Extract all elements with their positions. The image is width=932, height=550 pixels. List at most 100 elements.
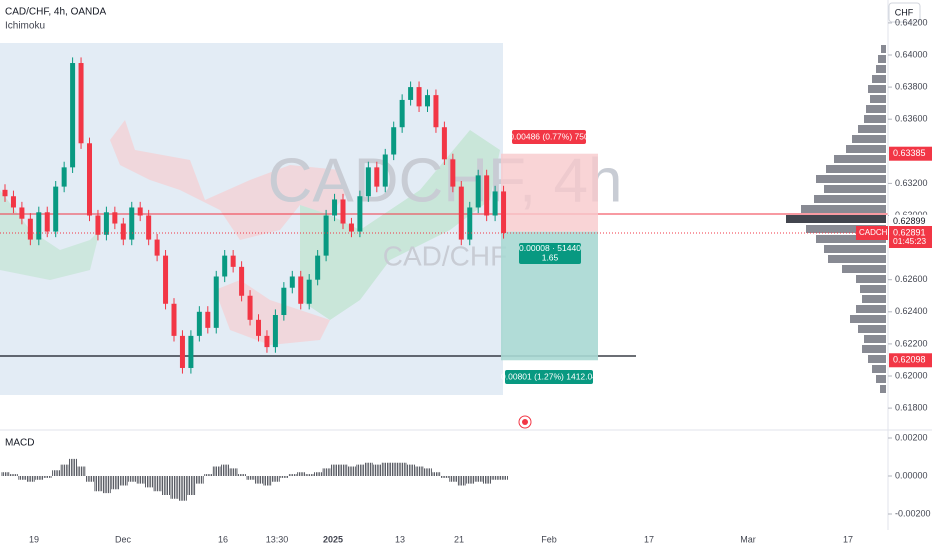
position-upper-label: 0.00486 (0.77%) 750 bbox=[509, 131, 589, 141]
ichimoku-cloud-red bbox=[215, 280, 330, 345]
time-label: 13:30 bbox=[266, 534, 289, 544]
candle-body bbox=[171, 303, 177, 336]
volume-profile-bar bbox=[852, 135, 886, 143]
candle-body bbox=[365, 167, 371, 197]
macd-tick-label: 0.00000 bbox=[895, 470, 928, 480]
time-label: 16 bbox=[218, 534, 228, 544]
candle-body bbox=[501, 191, 507, 233]
volume-profile-bar bbox=[880, 385, 886, 393]
ichimoku-cloud-green bbox=[300, 130, 500, 320]
candle-body bbox=[196, 311, 202, 336]
currency-button-label[interactable]: CHF bbox=[895, 7, 914, 17]
time-label: 17 bbox=[644, 534, 654, 544]
time-label: 2025 bbox=[323, 534, 343, 544]
volume-profile-bar bbox=[842, 265, 886, 273]
candle-body bbox=[340, 199, 346, 224]
risk-zone bbox=[501, 153, 598, 232]
candle-body bbox=[289, 276, 295, 288]
price-tick-label: 0.62200 bbox=[895, 338, 928, 348]
volume-profile-bar bbox=[786, 215, 886, 223]
candle-body bbox=[298, 276, 304, 304]
candle-body bbox=[374, 167, 380, 187]
volume-profile-bar bbox=[872, 365, 886, 373]
candle-body bbox=[213, 276, 219, 328]
time-label: Feb bbox=[541, 534, 557, 544]
macd-tick-label: 0.00200 bbox=[895, 432, 928, 442]
candle-body bbox=[441, 127, 447, 160]
volume-profile-bar bbox=[864, 335, 886, 343]
candle-body bbox=[19, 207, 25, 219]
stop-price-tag-box bbox=[889, 353, 932, 368]
candle-body bbox=[264, 335, 270, 348]
candle-body bbox=[315, 255, 321, 280]
event-flag[interactable] bbox=[518, 415, 532, 429]
volume-profile-bar bbox=[864, 115, 886, 123]
macd-title: MACD bbox=[5, 438, 34, 449]
candle-body bbox=[137, 207, 143, 216]
candle-body bbox=[323, 215, 329, 256]
volume-profile-bar bbox=[801, 205, 886, 213]
volume-profile-bar bbox=[846, 145, 886, 153]
candle-body bbox=[348, 223, 354, 232]
candle-body bbox=[222, 255, 228, 277]
candle-body bbox=[27, 218, 33, 240]
position-stats-box bbox=[519, 243, 581, 264]
position-stats: 1.65 bbox=[542, 252, 559, 262]
candle-body bbox=[87, 143, 92, 216]
price-tick-label: 0.62600 bbox=[895, 274, 928, 284]
time-label: 21 bbox=[454, 534, 464, 544]
candle-body bbox=[129, 207, 135, 240]
time-label: 19 bbox=[29, 534, 39, 544]
candle-body bbox=[475, 175, 481, 208]
target-price-tag-box bbox=[889, 146, 932, 161]
position-lower-label-box bbox=[505, 370, 593, 384]
volume-profile-bar bbox=[860, 285, 886, 293]
volume-profile-bar bbox=[870, 95, 886, 103]
volume-profile-bar bbox=[828, 255, 886, 263]
candle-body bbox=[230, 255, 236, 267]
candle-body bbox=[61, 167, 67, 187]
candle-body bbox=[44, 212, 50, 232]
candle-body bbox=[247, 295, 253, 320]
volume-profile-bar bbox=[858, 325, 886, 333]
volume-profile-bar bbox=[850, 315, 886, 323]
volume-profile-bar bbox=[868, 85, 886, 93]
candle-body bbox=[70, 63, 76, 168]
volume-profile-bar bbox=[878, 55, 886, 63]
current-price-tag: 0.62891 bbox=[893, 227, 926, 237]
candle-body bbox=[382, 154, 388, 187]
candle-body bbox=[306, 279, 312, 304]
currency-button[interactable] bbox=[888, 2, 921, 23]
time-label: Dec bbox=[115, 534, 132, 544]
ichimoku-cloud-green bbox=[0, 190, 100, 280]
watermark-sub: CAD/CHF bbox=[383, 240, 507, 271]
volume-profile-bar bbox=[806, 225, 886, 233]
candle-body bbox=[391, 127, 397, 155]
candle-body bbox=[188, 335, 194, 368]
volume-profile-bar bbox=[834, 155, 886, 163]
volume-profile-bar bbox=[856, 305, 886, 313]
candle-body bbox=[53, 186, 59, 232]
candle-body bbox=[103, 212, 109, 235]
price-tick-label: 0.62000 bbox=[895, 370, 928, 380]
current-price-tag-box bbox=[889, 225, 932, 248]
volume-profile-bar bbox=[862, 295, 886, 303]
indicator-name: Ichimoku bbox=[5, 21, 45, 32]
price-tick-label: 0.63200 bbox=[895, 178, 928, 188]
candle-body bbox=[154, 239, 160, 256]
candle-body bbox=[467, 207, 473, 240]
price-tick-label: 0.63600 bbox=[895, 114, 928, 124]
candle-body bbox=[492, 191, 498, 216]
volume-profile-bar bbox=[816, 175, 886, 183]
candle-body bbox=[146, 215, 152, 240]
candle-body bbox=[10, 196, 16, 208]
candle-body bbox=[78, 63, 84, 144]
candle-body bbox=[120, 223, 126, 240]
candle-body bbox=[458, 186, 464, 240]
position-lower-label: 0.00801 (1.27%) 1412.04 bbox=[501, 371, 597, 381]
candle-body bbox=[272, 315, 278, 348]
candle-body bbox=[450, 159, 456, 187]
candle-body bbox=[357, 196, 363, 232]
price-tick-label: 0.63800 bbox=[895, 81, 928, 91]
